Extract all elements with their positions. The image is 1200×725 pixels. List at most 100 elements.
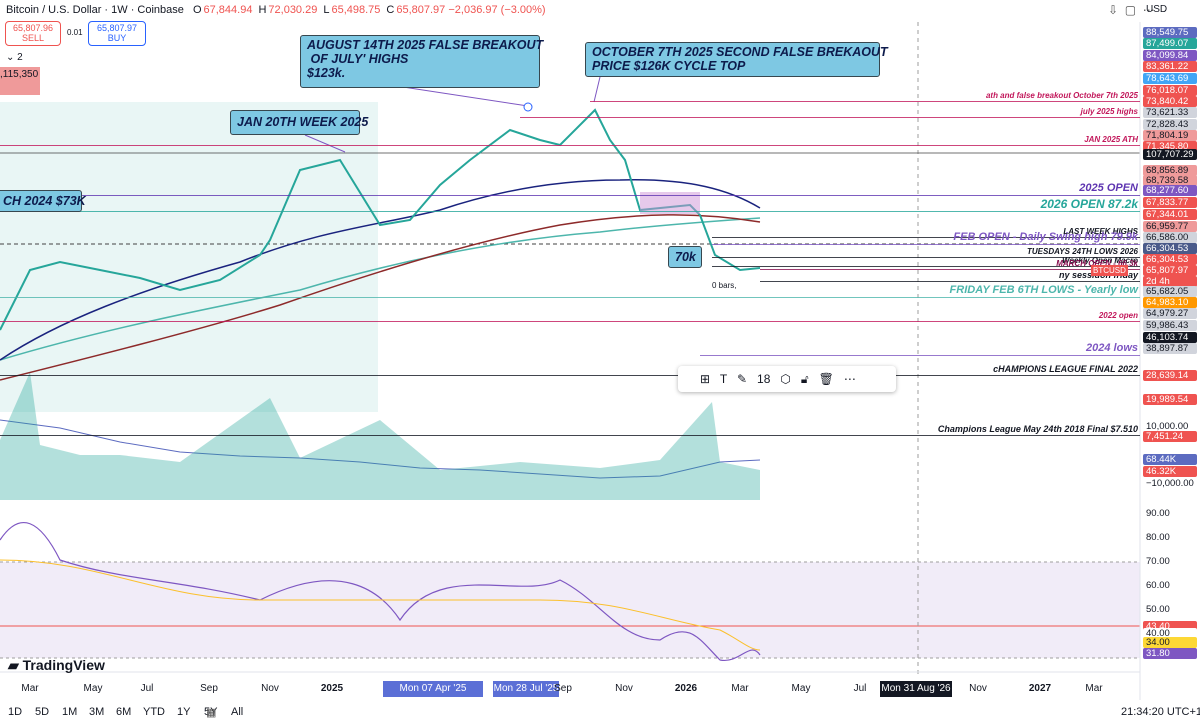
indicators-toggle[interactable]: ⌄ 2 [6,52,23,63]
price-tag: 46,103.74 [1143,332,1197,343]
rsi-tag: 50.00 [1143,604,1197,615]
ohlc-key: O [192,4,202,16]
rsi-line [0,522,761,661]
quantity[interactable]: 0.01 [67,28,83,37]
price-tag: 68,856.89 [1143,165,1197,176]
time-cursor-label: Mon 07 Apr '25 [383,681,483,697]
rsi-tag: 34.00 [1143,637,1197,648]
price-tag: 7,451.24 [1143,431,1197,442]
level-line [0,145,1140,146]
rsi-tag: 40.00 [1143,628,1197,639]
rsi-tag: 31.80 [1143,648,1197,659]
callout: AUGUST 14TH 2025 FALSE BREAKOUT OF JULY'… [300,35,544,88]
price-tag: 59,986.43 [1143,320,1197,331]
time-label: 2026 [674,683,698,694]
currency[interactable]: USD [1146,4,1168,15]
anchor-point [523,102,533,112]
range-button[interactable]: YTD [143,706,165,718]
time-cursor-label: Mon 28 Jul '25 [493,681,559,697]
callout-line: AUGUST 14TH 2025 FALSE BREAKOUT [307,38,544,52]
ohlc-value: 65,807.97 [396,4,446,16]
price-tag: 65,682.05 [1143,286,1197,297]
range-button[interactable]: 6M [116,706,132,718]
time-label: Mar [731,683,749,694]
rsi-tag: 60.00 [1143,580,1197,591]
price-tag: 83,361.22 [1143,61,1197,72]
level-label: ath and false breakout October 7th 2025 [985,91,1138,100]
callout-pointer [593,76,601,103]
volume-ma [0,419,761,479]
time-label: May [791,683,811,694]
callout-line: PRICE $126K CYCLE TOP [592,59,746,73]
rsi-tag: 43.40 [1143,621,1197,632]
price-tag: 71,345.80 [1143,141,1197,152]
level-label: july 2025 highs [1080,107,1138,116]
icons[interactable]: ⇩ ▢ ⋯ [1108,3,1155,17]
level-line [712,257,1140,258]
price-tag: 84,099.84 [1143,50,1197,61]
time-label: Sep [554,683,572,694]
level-label: 2025 OPEN [1079,182,1138,194]
range-button[interactable]: 1M [62,706,78,718]
level-line [0,321,1140,322]
range-button[interactable]: 3M [89,706,105,718]
price-tag: 68.44K [1143,454,1197,465]
callout-pointer [304,134,346,153]
rsi-ma [0,559,761,651]
brand: ▰ TradingView [8,657,105,673]
level-label: Champions League May 24th 2018 Final $7.… [937,424,1138,434]
callout-line: OF JULY' HIGHS [307,52,409,66]
time-label: Mar [21,683,39,694]
callout-line: OCTOBER 7TH 2025 SECOND FALSE BREKAOUT [592,45,888,59]
callout: 70k [668,246,702,268]
time-label: May [83,683,103,694]
ohlc-value: 67,844.94 [203,4,253,16]
price-tag: 67,344.01 [1143,209,1197,220]
range-button[interactable]: 1Y [177,706,191,718]
level-label: Weekly Open Macro [1062,256,1138,265]
price-tag: 66,959.77 [1143,221,1197,232]
price-tag: 73,621.33 [1143,107,1197,118]
level-label: 2026 OPEN 87.2k [1040,197,1138,211]
drawing-toolbar: ⊞ T ✎ 18 ⬡ 🔓︎ 🗑︎ ⋯ [678,366,896,392]
price-tag: 71,804.19 [1143,130,1197,141]
price-tag: 107,707.29 [1143,149,1197,160]
sell-button[interactable]: 65,807.96 SELL [5,21,61,46]
line-width[interactable]: 18 [757,372,771,386]
calendar-icon[interactable]: ▦ [206,707,217,719]
time-label: Mar [1085,683,1103,694]
price-tag: 2d 4h [1143,276,1197,287]
ma-200 [0,217,761,361]
price-tag: 87,499.07 [1143,38,1197,49]
callout-line: 70k [675,250,696,264]
buy-button[interactable]: 65,807.97 BUY [88,21,146,46]
rsi-tag: 80.00 [1143,532,1197,543]
box-zone [640,192,700,214]
time-label: Nov [969,683,987,694]
ohlc-value: 72,030.29 [268,4,318,16]
range-button[interactable]: All [231,706,244,718]
volume-area [0,372,760,500]
bars-note: 0 bars, [712,281,737,290]
range-button[interactable]: 5D [35,706,50,718]
time-cursor-label: Mon 31 Aug '26 [880,681,952,697]
time-label: 2025 [320,683,344,694]
rsi-tag: 70.00 [1143,556,1197,567]
ohlc: O 67,844.94 H 72,030.29 L 65,498.75 C 65,807.97 [187,4,448,16]
price-tag: 78,643.69 [1143,73,1197,84]
callout: CH 2024 $73K [0,190,86,212]
time-label: Sep [200,683,218,694]
price-tag: 76,018.07 [1143,85,1197,96]
time-label: Jul [853,683,867,694]
level-line [0,297,1140,298]
symbol: Bitcoin / U.S. Dollar · 1W · Coinbase [6,4,184,16]
range-button[interactable]: 1D [8,706,23,718]
price-tag: 46.32K [1143,466,1197,477]
ohlc-value: 65,498.75 [331,4,381,16]
range-button[interactable]: 5Y [204,706,218,718]
price-tag: −10,000.00 [1143,478,1197,489]
level-line [0,195,1140,196]
callout-line: $123k. [307,66,346,80]
